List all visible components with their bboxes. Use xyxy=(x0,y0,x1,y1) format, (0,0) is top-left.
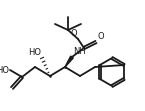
Text: HO: HO xyxy=(28,48,41,57)
Text: NH: NH xyxy=(73,47,86,56)
Polygon shape xyxy=(65,56,73,67)
Text: O: O xyxy=(70,29,77,38)
Text: HO: HO xyxy=(0,65,9,74)
Text: O: O xyxy=(97,32,104,41)
